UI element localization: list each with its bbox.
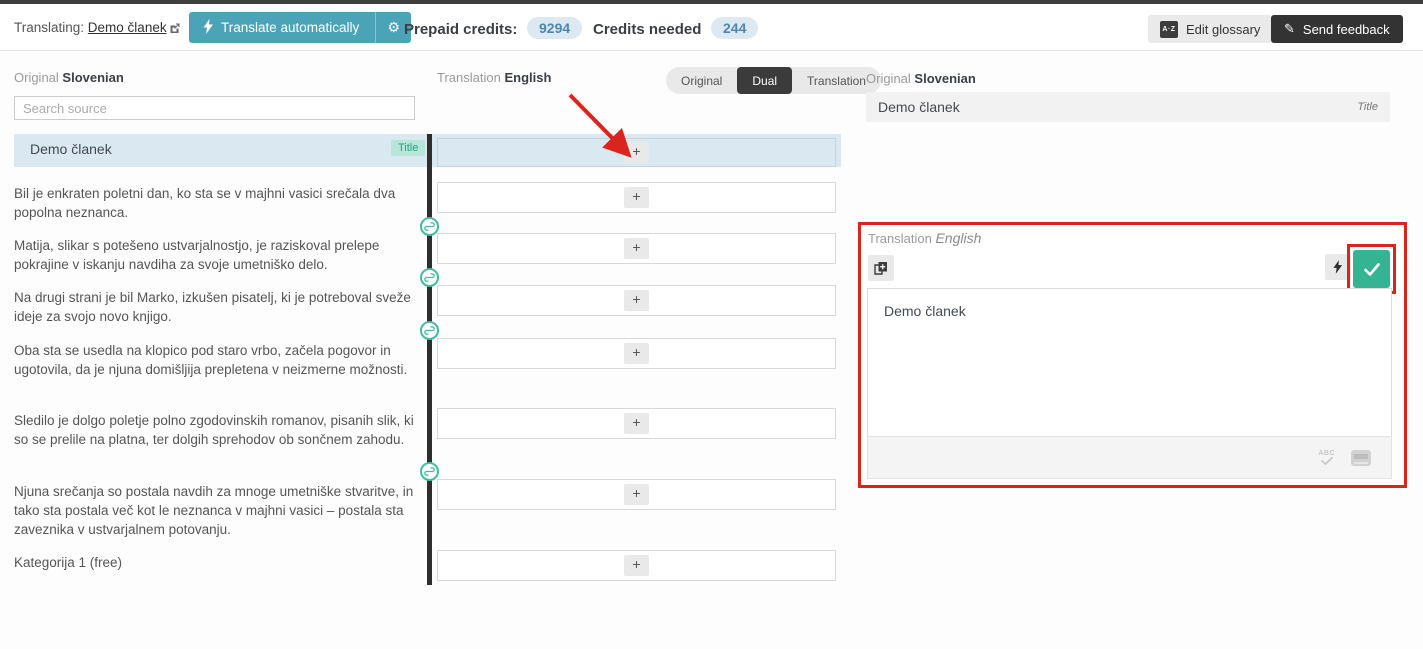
send-feedback-label: Send feedback: [1302, 21, 1390, 37]
view-mode-toggle: Original Dual Translation: [666, 67, 881, 94]
translation-text-editor[interactable]: Demo članek: [867, 288, 1392, 436]
editor-original-type: Title: [1357, 101, 1378, 113]
source-title-text: Demo članek: [30, 141, 112, 157]
translate-automatically-button[interactable]: Translate automatically ⚙: [189, 12, 411, 43]
gear-icon: ⚙: [387, 19, 400, 35]
editor-original-row: Demo članek Title: [866, 92, 1390, 122]
spellcheck-abc-text: ABC: [1318, 450, 1335, 457]
add-translation-row[interactable]: +: [437, 233, 836, 264]
add-translation-row[interactable]: +: [437, 479, 836, 510]
merge-segments-icon[interactable]: [420, 268, 439, 287]
edit-glossary-label: Edit glossary: [1186, 21, 1261, 37]
add-translation-button[interactable]: +: [624, 555, 649, 576]
source-segment[interactable]: Na drugi strani je bil Marko, izkušen pi…: [14, 290, 411, 325]
translation-language-header: Translation English: [437, 70, 551, 85]
translating-label: Translating:: [14, 20, 85, 35]
bolt-icon: [203, 18, 214, 37]
add-translation-row[interactable]: +: [437, 285, 836, 316]
add-translation-row[interactable]: +: [437, 550, 836, 581]
merge-segments-icon[interactable]: [420, 321, 439, 340]
window-top-edge: [0, 0, 1423, 4]
add-translation-row[interactable]: +: [437, 408, 836, 439]
translation-language-value: English: [504, 70, 552, 85]
search-source-input[interactable]: [14, 96, 415, 120]
segment-type-badge: Title: [391, 140, 426, 156]
column-divider: [427, 134, 432, 585]
editor-translation-header: Translation English: [868, 230, 981, 246]
source-language-value: Slovenian: [62, 70, 124, 85]
source-language-label: Original: [14, 70, 59, 85]
copy-source-button[interactable]: [868, 255, 894, 281]
editor-original-label: Original: [866, 71, 911, 86]
prepaid-credits-badge: 9294: [527, 17, 583, 39]
pencil-icon: ✎: [1284, 21, 1295, 36]
check-icon: [1363, 262, 1380, 276]
editor-translation-label: Translation: [868, 231, 932, 246]
translate-automatically-main[interactable]: Translate automatically: [189, 12, 375, 43]
editor-original-language: Slovenian: [914, 71, 976, 86]
translating-label-wrap: Translating: Demo članek: [14, 20, 180, 36]
translate-automatically-label: Translate automatically: [221, 20, 360, 35]
header-bar: Translating: Demo članek Translate autom…: [0, 4, 1423, 51]
bolt-icon: [1333, 260, 1343, 274]
add-translation-row[interactable]: +: [437, 182, 836, 213]
add-translation-button[interactable]: +: [624, 343, 649, 364]
external-link-icon[interactable]: [170, 21, 180, 36]
glossary-book-icon: A·Z: [1160, 20, 1178, 38]
source-segment[interactable]: Sledilo je dolgo poletje polno zgodovins…: [14, 413, 414, 448]
add-translation-button[interactable]: +: [624, 290, 649, 311]
editor-footer-bar: ABC: [867, 436, 1392, 479]
confirm-translation-button[interactable]: [1353, 250, 1390, 288]
source-segment[interactable]: Oba sta se usedla na klopico pod staro v…: [14, 343, 408, 378]
source-segment[interactable]: Bil je enkraten poletni dan, ko sta se v…: [14, 186, 396, 221]
source-language-header: Original Slovenian: [14, 70, 124, 85]
add-translation-button[interactable]: +: [624, 238, 649, 259]
add-translation-button[interactable]: +: [624, 142, 649, 163]
view-mode-translation[interactable]: Translation: [807, 73, 866, 88]
source-segment[interactable]: Kategorija 1 (free): [14, 555, 123, 570]
prepaid-credits-label: Prepaid credits:: [404, 21, 518, 38]
merge-segments-icon[interactable]: [420, 462, 439, 481]
machine-translate-button[interactable]: [1325, 254, 1351, 280]
credits-needed-label: Credits needed: [593, 21, 702, 38]
copy-icon: [874, 262, 887, 275]
send-feedback-button[interactable]: ✎ Send feedback: [1271, 15, 1403, 43]
credits-needed-badge: 244: [711, 17, 759, 39]
document-link[interactable]: Demo članek: [87, 20, 167, 35]
special-characters-icon[interactable]: [1351, 449, 1371, 466]
add-translation-row[interactable]: +: [437, 338, 836, 369]
add-translation-row[interactable]: +: [437, 138, 836, 167]
editor-translation-language: English: [935, 230, 982, 246]
add-translation-button[interactable]: +: [624, 187, 649, 208]
editor-original-text: Demo članek: [878, 99, 960, 115]
translate-settings-button[interactable]: ⚙: [375, 12, 411, 43]
add-translation-button[interactable]: +: [624, 484, 649, 505]
spellcheck-icon[interactable]: ABC: [1318, 450, 1335, 465]
edit-glossary-button[interactable]: A·Z Edit glossary: [1148, 15, 1273, 43]
source-segment[interactable]: Matija, slikar s potešeno ustvarjalnostj…: [14, 238, 380, 273]
merge-segments-icon[interactable]: [420, 217, 439, 236]
editor-original-header: Original Slovenian: [866, 71, 976, 86]
source-segment[interactable]: Njuna srečanja so postala navdih za mnog…: [14, 484, 414, 538]
view-mode-dual[interactable]: Dual: [737, 67, 793, 94]
translation-language-label: Translation: [437, 70, 501, 85]
view-mode-original[interactable]: Original: [681, 73, 723, 88]
add-translation-button[interactable]: +: [624, 413, 649, 434]
